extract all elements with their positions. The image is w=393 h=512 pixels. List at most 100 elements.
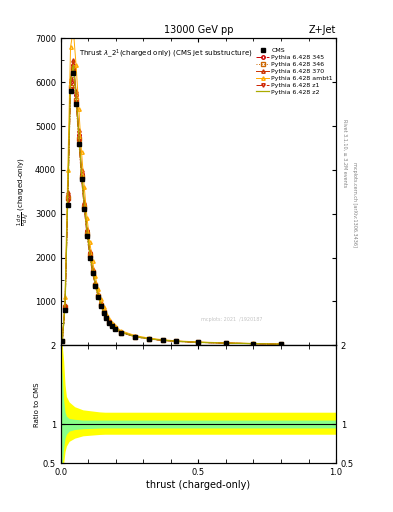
Pythia 6.428 346 [98, 302, 103, 308]
Pythia 6.428 z1 [87, 253, 92, 260]
Pythia 6.428 z1 [279, 341, 283, 347]
Pythia 6.428 370 [160, 337, 165, 343]
Y-axis label: $\frac{1}{\sigma}\frac{d\sigma}{d\lambda_2^1}$ (charged-only): $\frac{1}{\sigma}\frac{d\sigma}{d\lambda… [16, 158, 32, 226]
Pythia 6.428 z2 [85, 228, 90, 234]
Pythia 6.428 z2 [79, 170, 84, 177]
Pythia 6.428 370 [119, 329, 124, 335]
Pythia 6.428 ambt1 [76, 105, 81, 112]
Pythia 6.428 346 [87, 252, 92, 259]
Pythia 6.428 z2 [196, 339, 201, 346]
CMS [63, 307, 68, 313]
Pythia 6.428 ambt1 [107, 315, 112, 322]
Line: Pythia 6.428 z1: Pythia 6.428 z1 [61, 70, 283, 346]
Pythia 6.428 z1 [71, 68, 75, 74]
CMS [147, 336, 151, 342]
Pythia 6.428 345 [104, 314, 108, 320]
CMS [71, 71, 75, 77]
Pythia 6.428 346 [109, 323, 114, 329]
Pythia 6.428 370 [112, 325, 117, 331]
Pythia 6.428 z1 [76, 138, 81, 144]
CMS [119, 330, 124, 336]
Text: Rivet 3.1.10, ≥ 3.2M events: Rivet 3.1.10, ≥ 3.2M events [342, 119, 347, 188]
Pythia 6.428 z1 [107, 319, 112, 325]
Pythia 6.428 z1 [133, 334, 138, 340]
CMS [101, 310, 106, 316]
Pythia 6.428 z1 [65, 198, 70, 204]
Pythia 6.428 345 [63, 303, 68, 309]
Pythia 6.428 346 [65, 196, 70, 202]
Pythia 6.428 346 [90, 269, 95, 275]
Pythia 6.428 370 [279, 341, 283, 347]
CMS [76, 141, 81, 147]
Pythia 6.428 346 [74, 97, 79, 103]
Pythia 6.428 345 [251, 340, 256, 347]
Pythia 6.428 346 [85, 230, 90, 237]
Pythia 6.428 346 [224, 340, 228, 346]
Pythia 6.428 z1 [63, 305, 68, 311]
Pythia 6.428 346 [60, 338, 64, 344]
Pythia 6.428 370 [147, 336, 151, 342]
Pythia 6.428 345 [133, 333, 138, 339]
Pythia 6.428 346 [160, 337, 165, 344]
Pythia 6.428 z2 [107, 318, 112, 325]
CMS [133, 334, 138, 340]
Pythia 6.428 ambt1 [63, 294, 68, 300]
Pythia 6.428 z2 [87, 250, 92, 257]
Pythia 6.428 ambt1 [96, 286, 101, 292]
Pythia 6.428 z2 [251, 340, 256, 347]
Pythia 6.428 345 [87, 250, 92, 257]
CMS [160, 337, 165, 344]
Pythia 6.428 346 [101, 309, 106, 315]
Pythia 6.428 ambt1 [68, 44, 73, 50]
Pythia 6.428 346 [133, 334, 138, 340]
Pythia 6.428 346 [93, 282, 97, 288]
Pythia 6.428 370 [76, 127, 81, 134]
Pythia 6.428 z2 [93, 281, 97, 287]
Pythia 6.428 370 [60, 338, 64, 344]
CMS [60, 338, 64, 344]
Pythia 6.428 z2 [101, 308, 106, 314]
Pythia 6.428 346 [76, 136, 81, 142]
Pythia 6.428 346 [251, 340, 256, 347]
CMS [87, 254, 92, 261]
Pythia 6.428 345 [79, 171, 84, 177]
CMS [196, 339, 201, 346]
Text: mcplots: 2021  /1920187: mcplots: 2021 /1920187 [201, 317, 262, 322]
Pythia 6.428 346 [104, 314, 108, 321]
Pythia 6.428 ambt1 [85, 215, 90, 221]
Pythia 6.428 ambt1 [79, 150, 84, 156]
Pythia 6.428 z1 [251, 340, 256, 347]
Pythia 6.428 z2 [109, 322, 114, 328]
Pythia 6.428 z2 [74, 92, 79, 98]
CMS [224, 340, 228, 346]
Line: Pythia 6.428 ambt1: Pythia 6.428 ambt1 [61, 28, 283, 346]
Pythia 6.428 346 [68, 83, 73, 90]
Pythia 6.428 z1 [60, 338, 64, 344]
Pythia 6.428 345 [98, 301, 103, 307]
Pythia 6.428 z1 [79, 176, 84, 182]
Pythia 6.428 z1 [112, 326, 117, 332]
Pythia 6.428 370 [71, 57, 75, 63]
Pythia 6.428 z2 [98, 301, 103, 307]
Pythia 6.428 z1 [74, 99, 79, 105]
Text: Z+Jet: Z+Jet [309, 25, 336, 35]
Pythia 6.428 ambt1 [101, 304, 106, 310]
Legend: CMS, Pythia 6.428 345, Pythia 6.428 346, Pythia 6.428 370, Pythia 6.428 ambt1, P: CMS, Pythia 6.428 345, Pythia 6.428 346,… [253, 45, 335, 97]
Pythia 6.428 346 [79, 174, 84, 180]
Pythia 6.428 ambt1 [251, 340, 256, 347]
Pythia 6.428 z2 [63, 303, 68, 309]
Pythia 6.428 z2 [133, 333, 138, 339]
Pythia 6.428 ambt1 [196, 339, 201, 345]
Pythia 6.428 ambt1 [60, 337, 64, 343]
Pythia 6.428 370 [98, 300, 103, 306]
Pythia 6.428 370 [93, 280, 97, 286]
Pythia 6.428 ambt1 [112, 323, 117, 329]
Pythia 6.428 z1 [90, 270, 95, 276]
Pythia 6.428 z1 [224, 340, 228, 346]
Pythia 6.428 ambt1 [90, 258, 95, 264]
CMS [93, 283, 97, 289]
Pythia 6.428 345 [71, 61, 75, 68]
CMS [90, 270, 95, 276]
Pythia 6.428 370 [96, 291, 101, 297]
Pythia 6.428 ambt1 [93, 273, 97, 280]
